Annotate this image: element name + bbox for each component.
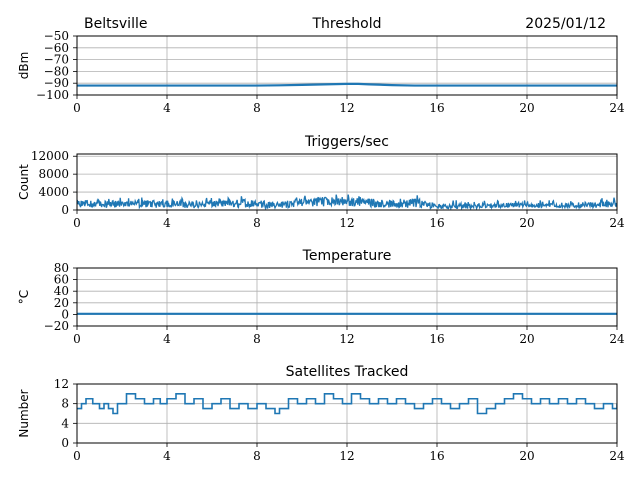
panel-3: 0 4 8 12 16 20 24 0 4 8 12 Satellites Tracked Number <box>17 364 625 463</box>
y-tick-label: 0 <box>61 307 69 321</box>
x-tick-label: 8 <box>253 332 261 346</box>
x-tick-label: 16 <box>429 449 444 463</box>
y-tick-label: −90 <box>44 76 69 90</box>
x-tick-label: 0 <box>73 449 81 463</box>
x-tick-label: 8 <box>253 101 261 115</box>
y-tick-label: 8000 <box>38 167 69 181</box>
y-tick-label: −60 <box>44 41 69 55</box>
y-tick-label: 12000 <box>31 149 69 163</box>
y-axis-label: Count <box>17 164 31 200</box>
station-label: Beltsville <box>84 16 147 32</box>
date-label: 2025/01/12 <box>525 16 606 32</box>
y-tick-label: 60 <box>54 273 69 287</box>
x-tick-label: 12 <box>339 332 354 346</box>
x-tick-label: 16 <box>429 101 444 115</box>
x-tick-label: 16 <box>429 216 444 230</box>
y-axis-label: °C <box>17 290 31 304</box>
x-tick-label: 24 <box>609 332 625 346</box>
x-tick-label: 4 <box>163 216 171 230</box>
y-tick-label: 4000 <box>38 185 69 199</box>
x-tick-label: 20 <box>519 101 534 115</box>
x-tick-label: 8 <box>253 216 261 230</box>
y-tick-label: 12 <box>54 377 69 391</box>
series-group <box>77 393 617 415</box>
panel-title: Temperature <box>302 248 392 264</box>
series-group <box>77 82 617 87</box>
x-tick-label: 16 <box>429 332 444 346</box>
series-line <box>77 194 617 210</box>
panels: 0 4 8 12 16 20 24 −100−90−80−70−60−50 Threshold d… <box>17 16 625 463</box>
y-tick-label: 4 <box>61 416 69 430</box>
y-tick-label: 0 <box>61 203 69 217</box>
x-tick-label: 12 <box>339 216 354 230</box>
x-tick-label: 12 <box>339 101 354 115</box>
panel-1: 0 4 8 12 16 20 24 0 4000 8000 12000 Triggers/sec Cou… <box>17 134 625 230</box>
y-tick-label: −50 <box>44 29 69 43</box>
x-tick-label: 4 <box>163 449 171 463</box>
x-tick-label: 0 <box>73 332 81 346</box>
y-tick-label: −70 <box>44 53 69 67</box>
panel-0: 0 4 8 12 16 20 24 −100−90−80−70−60−50 Threshold d… <box>17 16 625 115</box>
panel-title: Triggers/sec <box>304 134 389 150</box>
x-tick-label: 4 <box>163 101 171 115</box>
x-tick-label: 20 <box>519 449 534 463</box>
y-tick-label: −80 <box>44 64 69 78</box>
series-line <box>77 393 617 415</box>
y-tick-label: 80 <box>54 261 69 275</box>
x-tick-label: 24 <box>609 449 625 463</box>
y-axis-label: Number <box>17 389 31 437</box>
series-line <box>77 82 617 87</box>
x-tick-label: 8 <box>253 449 261 463</box>
panel-title: Satellites Tracked <box>286 364 409 380</box>
y-tick-label: 40 <box>54 284 69 298</box>
x-tick-label: 24 <box>609 101 625 115</box>
y-tick-label: 20 <box>54 296 69 310</box>
x-tick-label: 0 <box>73 101 81 115</box>
y-tick-label: −100 <box>36 88 69 102</box>
x-tick-label: 4 <box>163 332 171 346</box>
series-group <box>77 194 617 210</box>
y-axis-label: dBm <box>17 52 31 80</box>
x-tick-label: 12 <box>339 449 354 463</box>
y-tick-label: −20 <box>44 319 69 333</box>
y-tick-label: 0 <box>61 436 69 450</box>
panel-title: Threshold <box>312 16 382 32</box>
x-tick-label: 20 <box>519 332 534 346</box>
y-tick-label: 8 <box>61 397 69 411</box>
x-tick-label: 24 <box>609 216 625 230</box>
x-tick-label: 20 <box>519 216 534 230</box>
x-tick-label: 0 <box>73 216 81 230</box>
